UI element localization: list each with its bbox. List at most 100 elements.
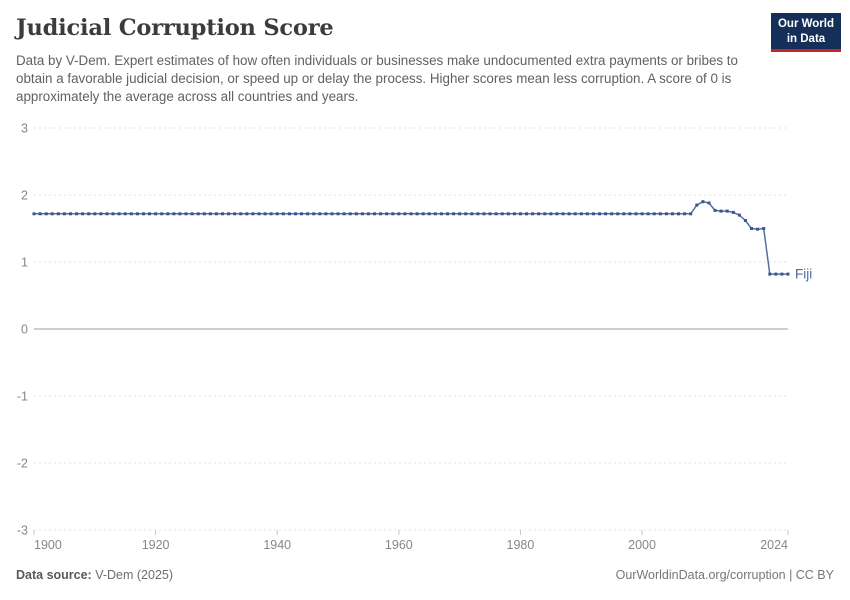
data-point: [470, 212, 474, 216]
chart-footer: Data source: V-Dem (2025) OurWorldinData…: [16, 568, 834, 582]
data-point: [233, 212, 237, 216]
data-point: [172, 212, 176, 216]
data-point: [409, 212, 413, 216]
data-point: [671, 212, 674, 216]
data-point: [506, 212, 510, 216]
data-point: [719, 209, 723, 213]
data-point: [360, 212, 364, 216]
data-point: [318, 212, 322, 216]
data-point: [190, 212, 194, 216]
data-point: [488, 212, 492, 216]
data-point: [549, 212, 553, 216]
data-point: [476, 212, 480, 216]
data-point: [439, 212, 443, 216]
data-point: [713, 208, 717, 212]
data-point: [403, 212, 407, 216]
y-axis-label: 0: [21, 323, 28, 337]
x-axis-label: 2024: [760, 538, 788, 552]
data-point: [664, 212, 668, 216]
data-point: [573, 212, 577, 216]
data-point: [196, 212, 200, 216]
data-point: [50, 212, 54, 216]
data-point: [567, 212, 571, 216]
data-point: [452, 212, 456, 216]
data-point: [561, 212, 565, 216]
data-point: [677, 212, 680, 216]
data-point: [227, 212, 231, 216]
data-point: [446, 212, 449, 216]
data-point: [56, 212, 60, 216]
data-point: [762, 227, 766, 230]
credit-link[interactable]: OurWorldinData.org/corruption | CC BY: [615, 568, 834, 582]
data-point: [202, 212, 206, 216]
data-point: [324, 212, 328, 216]
data-point: [148, 212, 151, 216]
data-point: [579, 212, 583, 216]
chart-title: Judicial Corruption Score: [16, 15, 334, 41]
data-point: [75, 212, 79, 216]
data-point: [591, 212, 595, 216]
data-point: [208, 212, 212, 216]
data-point: [427, 212, 431, 216]
data-point: [652, 212, 656, 216]
fiji-markers: [32, 200, 790, 276]
data-point: [385, 212, 389, 216]
data-point: [616, 212, 620, 216]
owid-logo[interactable]: Our World in Data: [771, 13, 841, 53]
data-point: [737, 213, 741, 217]
data-point: [214, 212, 218, 216]
data-point: [610, 212, 614, 216]
data-point: [604, 212, 608, 216]
data-point: [62, 212, 66, 216]
data-point: [81, 212, 85, 216]
owid-logo-line2: in Data: [786, 32, 826, 45]
fiji-series-label[interactable]: Fiji: [795, 267, 812, 282]
data-point: [32, 212, 36, 216]
data-point: [87, 212, 91, 216]
data-source-value: V-Dem (2025): [95, 568, 174, 582]
data-point: [342, 212, 346, 216]
data-point: [421, 212, 425, 216]
data-point: [294, 212, 297, 216]
data-point: [312, 212, 316, 216]
data-point: [622, 212, 626, 216]
data-point: [725, 209, 729, 213]
data-point: [99, 212, 103, 216]
data-point: [525, 212, 528, 216]
data-point: [397, 212, 401, 216]
data-point: [786, 272, 790, 276]
data-point: [640, 212, 644, 216]
data-point: [129, 212, 133, 216]
data-point: [482, 212, 486, 216]
y-axis-label: 3: [21, 122, 28, 136]
data-point: [178, 212, 182, 216]
data-point: [221, 212, 224, 216]
data-point: [38, 212, 42, 216]
data-point: [634, 212, 638, 216]
data-point: [512, 212, 516, 216]
data-point: [117, 212, 121, 216]
data-point: [239, 212, 243, 216]
y-axis-label: 1: [21, 256, 28, 270]
data-point: [281, 212, 285, 216]
data-point: [555, 212, 559, 216]
data-point: [774, 272, 778, 276]
data-point: [300, 212, 303, 216]
data-point: [537, 212, 541, 216]
data-point: [646, 212, 650, 216]
x-axis-label: 1900: [34, 538, 62, 552]
data-point: [354, 212, 358, 216]
data-point: [689, 212, 693, 216]
data-point: [701, 200, 705, 204]
data-point: [160, 212, 164, 216]
data-point: [287, 212, 291, 216]
data-point: [695, 203, 699, 207]
data-point: [768, 272, 772, 276]
data-point: [154, 212, 158, 216]
data-point: [543, 212, 547, 216]
data-point: [598, 212, 601, 216]
data-point: [93, 212, 97, 216]
data-point: [750, 227, 753, 230]
